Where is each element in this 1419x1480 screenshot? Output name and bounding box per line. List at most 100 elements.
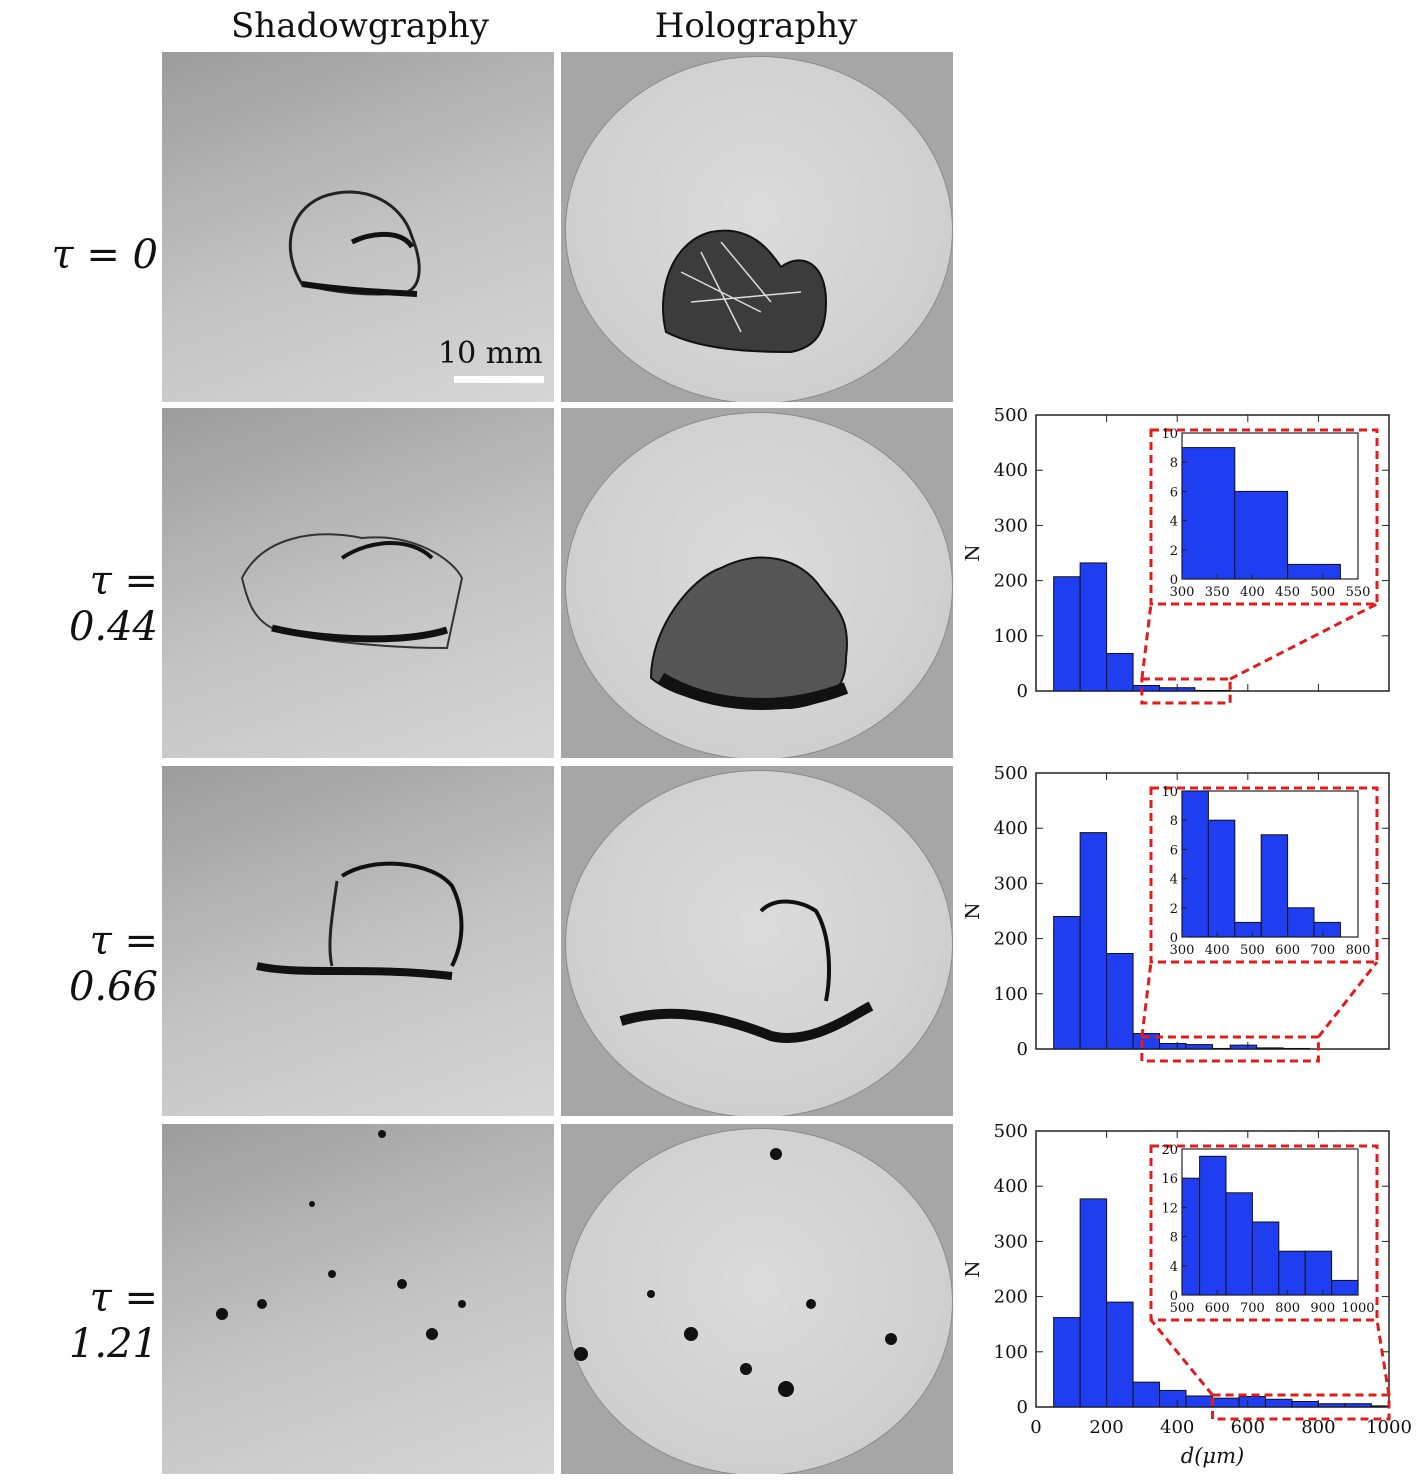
x-tick-label: 200 [1089, 1417, 1123, 1438]
histogram-bar [1132, 1381, 1161, 1408]
row-label-tau-0-44: τ = 0.44 [68, 558, 158, 650]
inset-histogram-bar [1234, 490, 1289, 580]
inset-histogram-bar [1199, 1155, 1227, 1296]
inset-x-tick-label: 550 [1346, 585, 1371, 600]
inset-y-tick-label: 4 [1170, 873, 1178, 888]
droplet-hologram-shape [662, 229, 828, 354]
x-tick-label: 0 [1030, 1417, 1041, 1438]
histogram-bar [1132, 1033, 1161, 1050]
histogram-tau-0-44: 0 100 200 300 400 500 N 0 2 4 6 8 10 300 350 400 450 500 5… [965, 405, 1390, 705]
zoom-connector-right [1375, 1319, 1391, 1396]
ligament-hologram-shape [619, 899, 874, 1043]
histogram-bar [1229, 1044, 1258, 1050]
y-tick-label: 400 [994, 1176, 1028, 1197]
x-tick-label: 1000 [1366, 1417, 1412, 1438]
histogram-bar [1212, 1047, 1231, 1050]
y-tick-label: 500 [994, 405, 1028, 426]
inset-y-tick-label: 8 [1170, 456, 1178, 471]
zoom-region-box [1140, 677, 1232, 705]
y-tick-label: 100 [994, 626, 1028, 647]
inset-x-tick-label: 900 [1310, 1301, 1335, 1316]
inset-x-tick-label: 400 [1240, 585, 1265, 600]
histogram-bar [1159, 1389, 1187, 1408]
histogram-bar [1106, 953, 1134, 1050]
inset-y-tick-label: 0 [1170, 573, 1178, 588]
inset-x-tick-label: 500 [1240, 943, 1265, 958]
histogram-tau-0-66: 0 100 200 300 400 500 N 0 2 4 6 8 10 300 400 500 600 700 8… [965, 763, 1390, 1063]
y-tick-label: 500 [994, 1121, 1028, 1142]
inset-frame [1149, 428, 1379, 606]
scale-bar [454, 376, 544, 383]
histogram-bar [1282, 1047, 1311, 1050]
shadowgraph-image-tau-0: 10 mm [162, 52, 554, 402]
histogram-bar [1185, 1395, 1213, 1408]
y-tick-label: 200 [994, 1287, 1028, 1308]
sheet-shadow-shape [240, 533, 464, 650]
inset-x-tick-label: 500 [1170, 1301, 1195, 1316]
shadowgraph-image-tau-0-44 [162, 408, 554, 758]
zoom-region-box [1140, 1035, 1320, 1063]
shadowgraph-image-tau-1-21 [162, 1124, 554, 1474]
y-axis-label: N [965, 902, 984, 920]
row-label-tau-1-21: τ = 1.21 [68, 1275, 158, 1367]
inset-x-tick-label: 350 [1205, 585, 1230, 600]
row-label-tau-0-66: τ = 0.66 [68, 918, 158, 1010]
droplet-shadow-shape [288, 190, 421, 297]
y-tick-label: 0 [1017, 1397, 1028, 1418]
histogram-bar [1159, 1042, 1187, 1050]
x-tick-label: 800 [1301, 1417, 1335, 1438]
inset-x-tick-label: 600 [1205, 1301, 1230, 1316]
histogram-bar [1185, 1044, 1213, 1050]
histogram-bar [1317, 1403, 1346, 1408]
y-tick-label: 100 [994, 984, 1028, 1005]
inset-x-tick-label: 450 [1275, 585, 1300, 600]
x-axis-label: d(μm) [1181, 1444, 1244, 1468]
y-tick-label: 300 [994, 1231, 1028, 1252]
inset-x-tick-label: 300 [1170, 943, 1195, 958]
inset-x-tick-label: 600 [1275, 943, 1300, 958]
inset-frame [1149, 1144, 1379, 1322]
fragments-hologram-shape [574, 1148, 897, 1397]
histogram-bar [1079, 562, 1108, 692]
zoom-connector-left [1140, 603, 1153, 680]
histogram-bar [1106, 652, 1134, 692]
inset-histogram-bar [1331, 1279, 1359, 1296]
inset-histogram-bar [1278, 1250, 1306, 1296]
inset-y-tick-label: 2 [1170, 544, 1178, 559]
fragments-shadow-shape [216, 1130, 466, 1340]
inset-y-tick-label: 16 [1161, 1172, 1178, 1187]
histogram-bar [1106, 1301, 1134, 1408]
scale-bar-label: 10 mm [438, 336, 543, 371]
inset-y-tick-label: 8 [1170, 1231, 1178, 1246]
inset-histogram-bar [1251, 1221, 1280, 1296]
y-tick-label: 400 [994, 460, 1028, 481]
inset-y-tick-label: 10 [1161, 427, 1178, 442]
hologram-disk [565, 1128, 953, 1474]
inset-y-tick-label: 8 [1170, 814, 1178, 829]
inset-x-tick-label: 700 [1240, 1301, 1265, 1316]
inset-x-tick-label: 300 [1170, 585, 1195, 600]
inset-y-tick-label: 2 [1170, 902, 1178, 917]
histogram-tau-1-21: 010020030040050002004006008001000Nd(μm)0… [965, 1121, 1412, 1468]
hologram-image-tau-0-44 [561, 408, 953, 758]
inset-histogram-bar [1181, 447, 1236, 580]
inset-histogram-bar [1260, 834, 1289, 938]
ligament-shadow-shape [256, 861, 464, 980]
histogram-bar [1212, 1397, 1240, 1408]
histogram-bar [1256, 1047, 1284, 1050]
inset-y-tick-label: 4 [1170, 515, 1178, 530]
inset-histogram-bar [1234, 921, 1262, 938]
inset-x-tick-label: 800 [1346, 943, 1371, 958]
zoom-region-box [1211, 1393, 1391, 1421]
column-title-holography: Holography [654, 6, 858, 46]
inset-y-tick-label: 12 [1161, 1201, 1178, 1216]
inset-y-tick-label: 4 [1170, 1260, 1178, 1275]
inset-histogram-bar [1313, 921, 1341, 938]
column-title-shadowgraphy: Shadowgraphy [231, 6, 489, 46]
x-tick-label: 600 [1231, 1417, 1265, 1438]
histogram-bar [1344, 1403, 1372, 1408]
zoom-connector-right [1229, 602, 1378, 681]
histogram-bar [1079, 832, 1108, 1050]
hologram-disk [565, 770, 953, 1116]
y-tick-label: 0 [1017, 1039, 1028, 1060]
